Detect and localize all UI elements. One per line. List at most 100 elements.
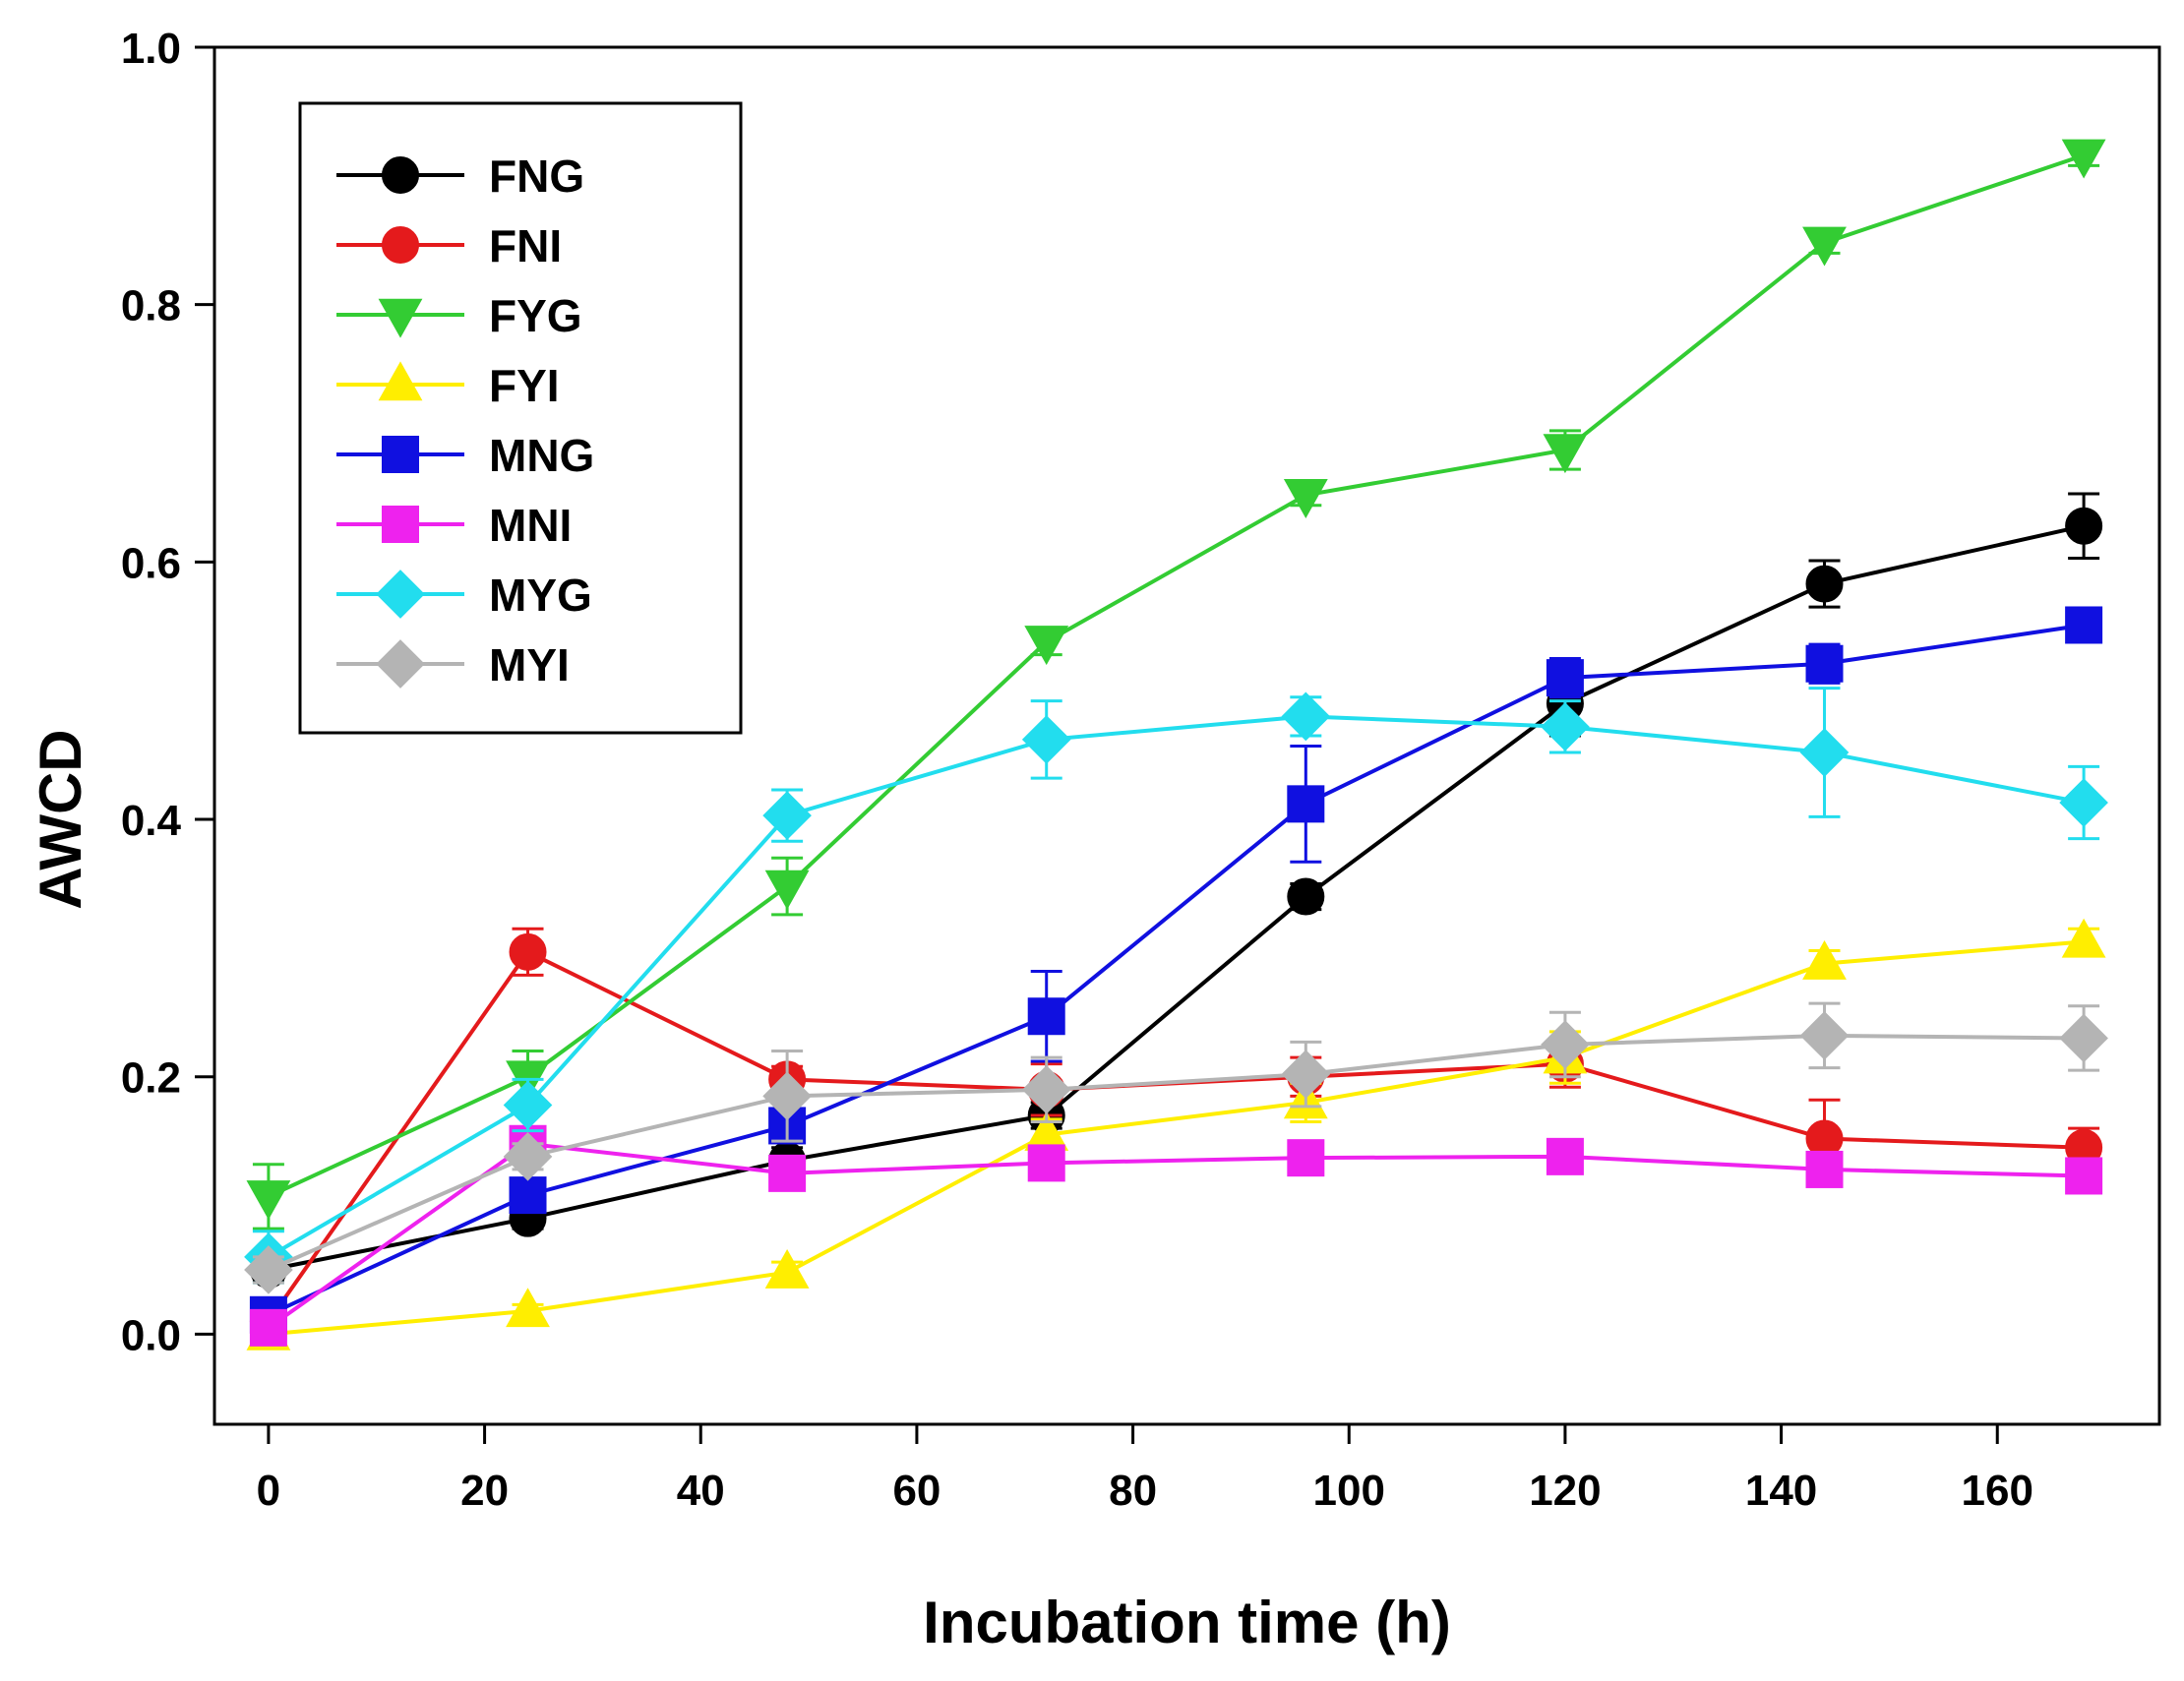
- fyi-line: [268, 939, 2085, 1337]
- mng-point: [1287, 785, 1325, 823]
- fyi-point: [1802, 939, 1847, 980]
- myg-line: [267, 714, 2085, 1259]
- plot-content: [244, 139, 2108, 1351]
- fyi-point: [2061, 918, 2106, 958]
- mng-point: [1546, 659, 1584, 697]
- legend-item-fng: FNG: [336, 150, 584, 202]
- myi-point: [503, 1132, 553, 1181]
- myg-point: [762, 791, 812, 840]
- legend-label-mni: MNI: [489, 500, 572, 551]
- mni-point: [768, 1154, 807, 1192]
- series-myg: [244, 687, 2108, 1285]
- x-axis-title: Incubation time (h): [923, 1590, 1451, 1655]
- myi-line: [268, 1033, 2085, 1272]
- mni-point: [249, 1308, 287, 1347]
- legend-item-myi: MYI: [336, 639, 570, 690]
- legend-marker-fng: [382, 156, 419, 194]
- legend-marker-fyg: [378, 298, 423, 338]
- series-fyg: [246, 139, 2106, 1231]
- y-tick-label: 1.0: [121, 25, 181, 73]
- y-axis-title: AWCD: [28, 729, 93, 909]
- legend-item-mni: MNI: [336, 500, 572, 551]
- fyg-line: [268, 153, 2085, 1199]
- myi-point: [2059, 1013, 2108, 1063]
- myg-point: [1281, 691, 1331, 742]
- legend-box: [298, 101, 743, 735]
- myg-point: [1021, 715, 1071, 764]
- legend-label-myg: MYG: [489, 570, 592, 621]
- legend-item-fyi: FYI: [336, 360, 560, 411]
- myi-point: [1799, 1011, 1850, 1060]
- mni-line: [267, 1141, 2085, 1330]
- fng-point: [1287, 877, 1325, 916]
- fni-point: [509, 932, 547, 971]
- myi-point: [1541, 1020, 1590, 1069]
- mng-point: [1805, 644, 1844, 683]
- fng-point: [2065, 507, 2103, 545]
- myg-point: [503, 1080, 553, 1130]
- myg-point: [1541, 702, 1590, 751]
- legend-marker-myi: [376, 639, 425, 689]
- fyg-point: [2061, 139, 2106, 179]
- legend-label-fng: FNG: [489, 150, 584, 202]
- x-tick-label: 20: [460, 1467, 509, 1515]
- x-tick-label: 120: [1529, 1467, 1601, 1515]
- y-axis: 0.0 0.2 0.4 0.6 0.8 1.0: [121, 25, 214, 1359]
- mng-point: [2065, 606, 2103, 644]
- x-tick-label: 100: [1313, 1467, 1385, 1515]
- legend-label-fyg: FYG: [489, 290, 582, 341]
- x-tick-label: 160: [1962, 1467, 2033, 1515]
- y-tick-label: 0.6: [121, 539, 181, 587]
- legend-marker-fyi: [378, 361, 423, 401]
- x-tick-label: 60: [892, 1467, 940, 1515]
- x-tick-label: 0: [257, 1467, 280, 1515]
- fyg-point: [246, 1180, 291, 1221]
- myi-point: [1021, 1064, 1071, 1114]
- y-tick-label: 0.4: [121, 797, 182, 845]
- mni-point: [1805, 1150, 1844, 1188]
- mng-point: [1027, 997, 1065, 1036]
- mni-point: [1546, 1137, 1584, 1175]
- series-myi: [244, 1001, 2108, 1294]
- fyi-point: [764, 1248, 810, 1289]
- legend-marker-mni: [382, 506, 419, 543]
- myg-point: [2059, 778, 2108, 827]
- myi-point: [762, 1071, 812, 1121]
- myi-point: [244, 1245, 293, 1294]
- mng-point: [509, 1176, 547, 1215]
- x-tick-label: 80: [1109, 1467, 1157, 1515]
- mni-point: [1027, 1144, 1065, 1182]
- legend-label-mng: MNG: [489, 430, 594, 481]
- mng-line: [268, 623, 2085, 1317]
- fyg-point: [1024, 626, 1069, 666]
- x-tick-label: 140: [1745, 1467, 1817, 1515]
- legend-label-fyi: FYI: [489, 360, 560, 411]
- y-tick-label: 0.0: [121, 1311, 181, 1359]
- legend: FNG FNI FYG FYI MNG MNI MYG MYI: [298, 101, 743, 735]
- legend-item-fni: FNI: [336, 220, 562, 271]
- fyg-point: [764, 870, 810, 910]
- fyg-point: [1802, 226, 1847, 267]
- legend-item-mng: MNG: [336, 430, 594, 481]
- myg-point: [1799, 728, 1850, 777]
- legend-marker-mng: [382, 436, 419, 473]
- y-tick-label: 0.2: [121, 1054, 181, 1103]
- fyg-point: [1543, 434, 1588, 474]
- legend-label-fni: FNI: [489, 220, 562, 271]
- y-tick-label: 0.8: [121, 282, 181, 330]
- x-axis: 0 20 40 60 80 100 120 140 160: [257, 1424, 2033, 1515]
- fyg-point: [1283, 479, 1328, 518]
- mni-point: [1287, 1139, 1325, 1177]
- fyi-point: [506, 1288, 550, 1328]
- fng-line: [268, 523, 2085, 1272]
- mni-point: [2065, 1157, 2103, 1195]
- plot-frame: [212, 45, 2161, 1426]
- legend-marker-fni: [382, 226, 419, 264]
- legend-marker-myg: [376, 570, 425, 619]
- legend-label-myi: MYI: [489, 639, 570, 690]
- fng-point: [1805, 565, 1844, 603]
- legend-item-myg: MYG: [336, 570, 592, 621]
- legend-item-fyg: FYG: [336, 290, 582, 341]
- myi-point: [1281, 1050, 1331, 1099]
